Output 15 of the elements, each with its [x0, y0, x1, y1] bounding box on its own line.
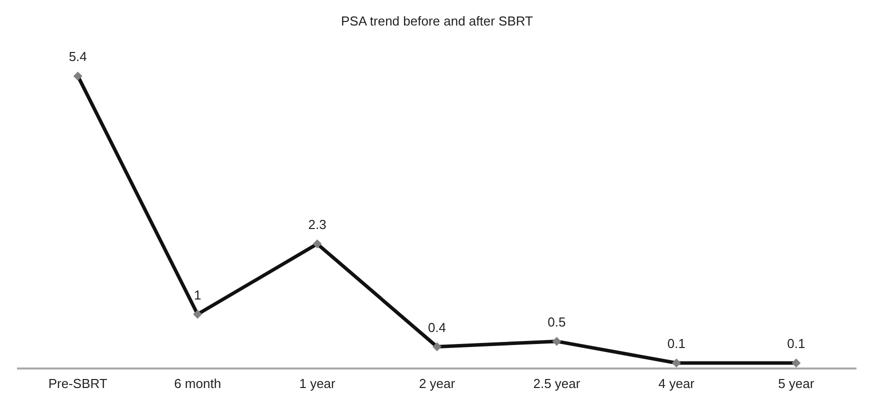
x-tick-label: 1 year [299, 376, 336, 391]
data-label: 0.1 [787, 336, 806, 352]
x-tick-label: 4 year [658, 376, 696, 391]
data-label: 0.4 [428, 320, 446, 335]
x-tick-label: 6 month [174, 376, 222, 391]
data-label: 1 [194, 287, 202, 302]
x-tick-label: 2.5 year [533, 376, 581, 391]
data-label: 2.3 [308, 216, 326, 232]
data-label: 0.1 [667, 336, 686, 352]
data-label: 0.5 [548, 314, 566, 330]
x-tick-label: 2 year [418, 376, 456, 391]
data-label: 5.4 [68, 49, 87, 64]
x-tick-label: Pre-SBRT [48, 376, 108, 391]
x-tick-label: 5 year [778, 376, 815, 391]
chart-title: PSA trend before and after SBRT [341, 13, 534, 28]
